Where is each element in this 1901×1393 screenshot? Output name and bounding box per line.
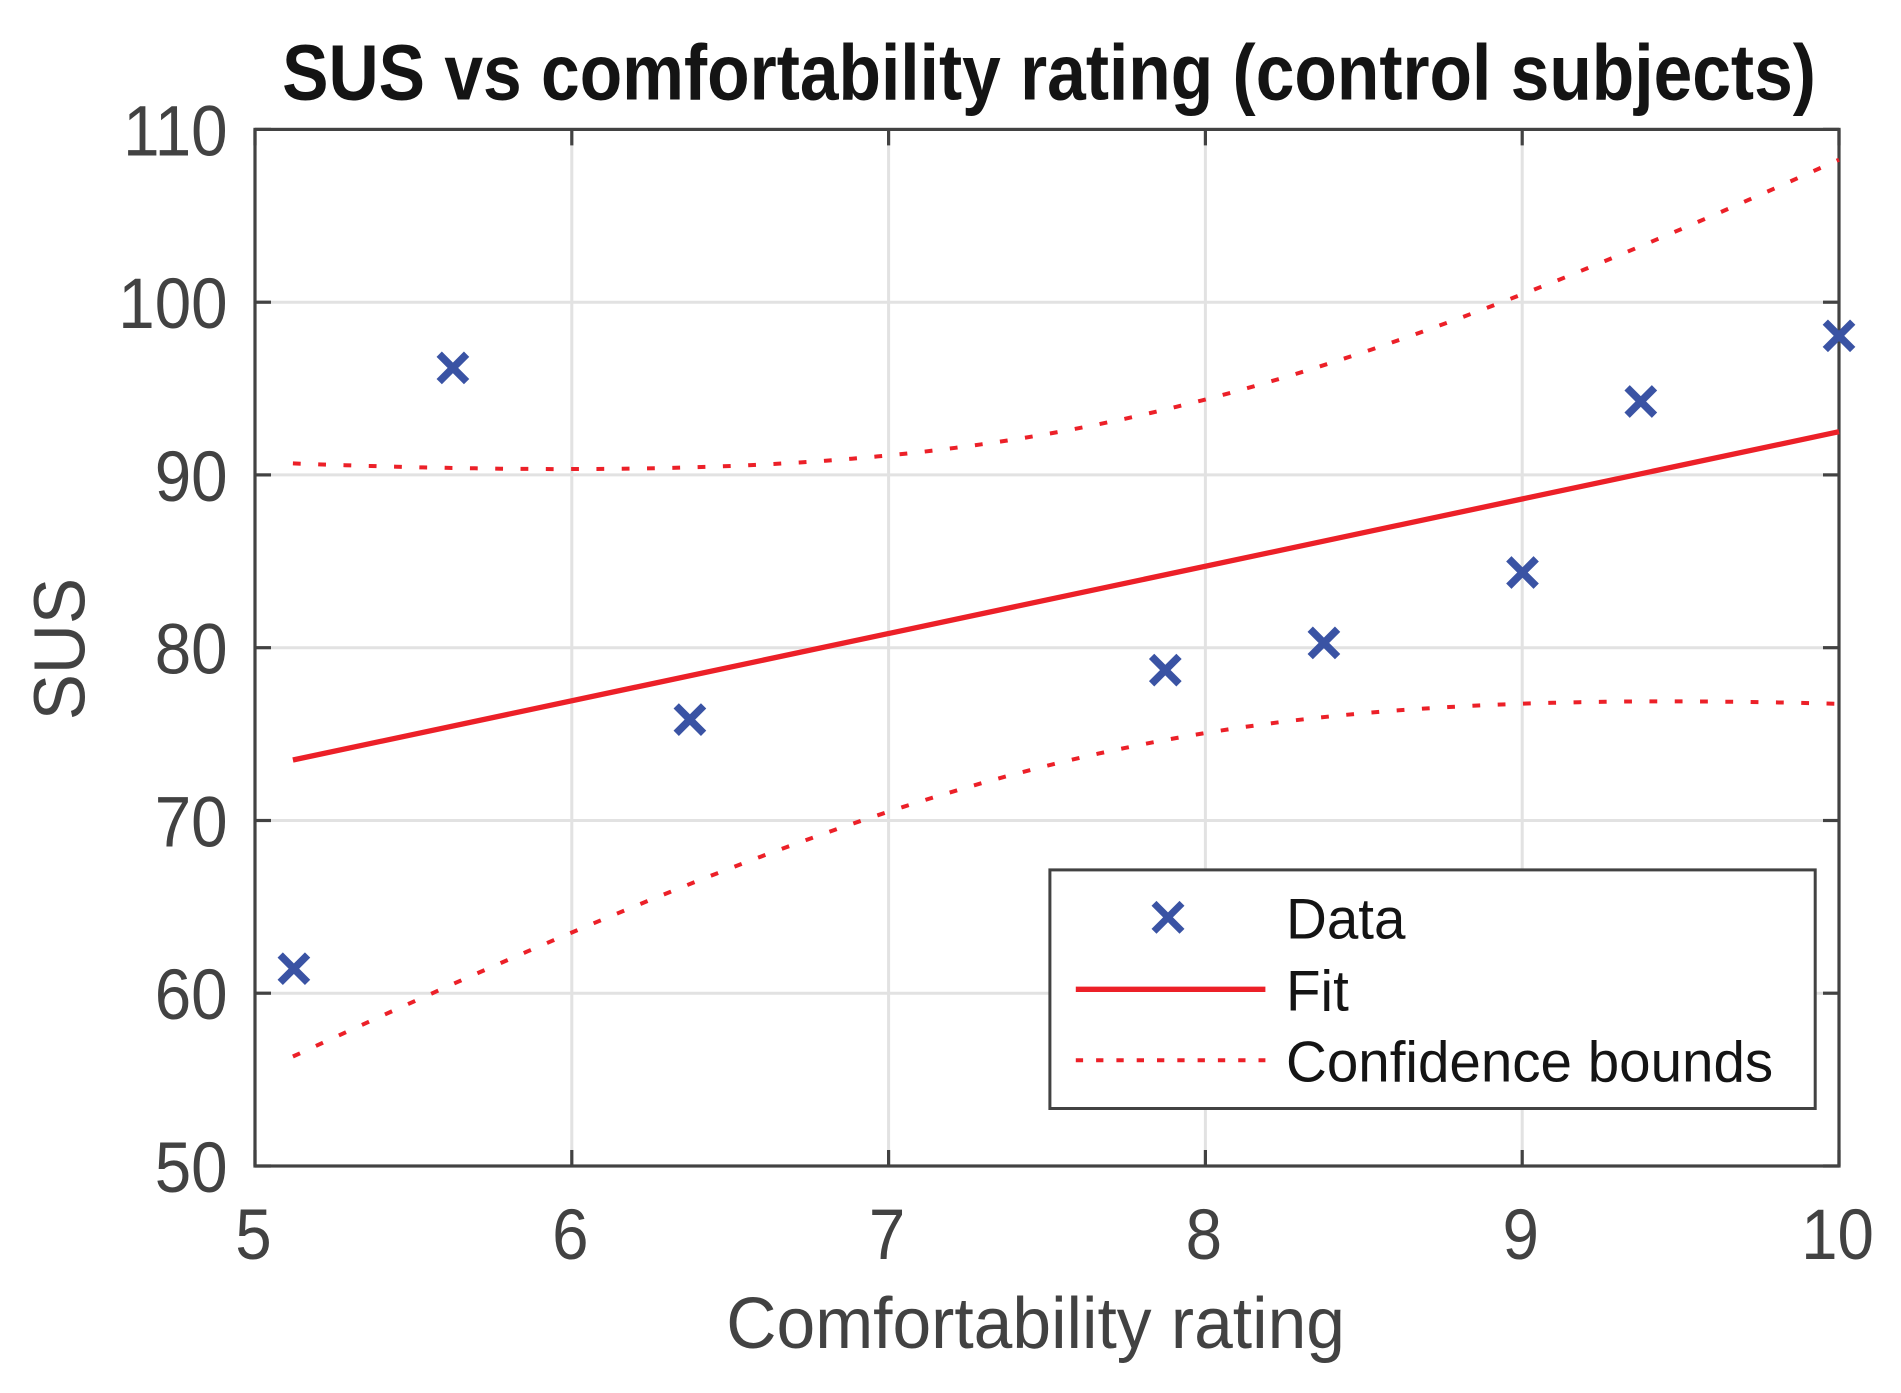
svg-text:SUS: SUS <box>19 578 100 720</box>
svg-text:90: 90 <box>155 438 228 517</box>
svg-text:5: 5 <box>235 1196 271 1275</box>
svg-text:8: 8 <box>1186 1196 1222 1275</box>
svg-text:Comfortability rating: Comfortability rating <box>726 1284 1345 1364</box>
svg-text:70: 70 <box>155 783 228 862</box>
svg-text:100: 100 <box>118 265 227 344</box>
svg-text:Confidence bounds: Confidence bounds <box>1286 1030 1773 1095</box>
svg-text:6: 6 <box>552 1196 588 1275</box>
svg-text:60: 60 <box>155 956 228 1035</box>
svg-text:7: 7 <box>869 1196 905 1275</box>
svg-text:50: 50 <box>155 1129 228 1208</box>
svg-text:110: 110 <box>123 92 227 171</box>
svg-text:10: 10 <box>1801 1196 1874 1275</box>
svg-text:SUS vs comfortability rating (: SUS vs comfortability rating (control su… <box>282 29 1816 117</box>
svg-text:Data: Data <box>1286 887 1406 952</box>
svg-text:9: 9 <box>1502 1196 1538 1275</box>
svg-text:80: 80 <box>155 610 228 689</box>
svg-text:Fit: Fit <box>1286 959 1349 1024</box>
